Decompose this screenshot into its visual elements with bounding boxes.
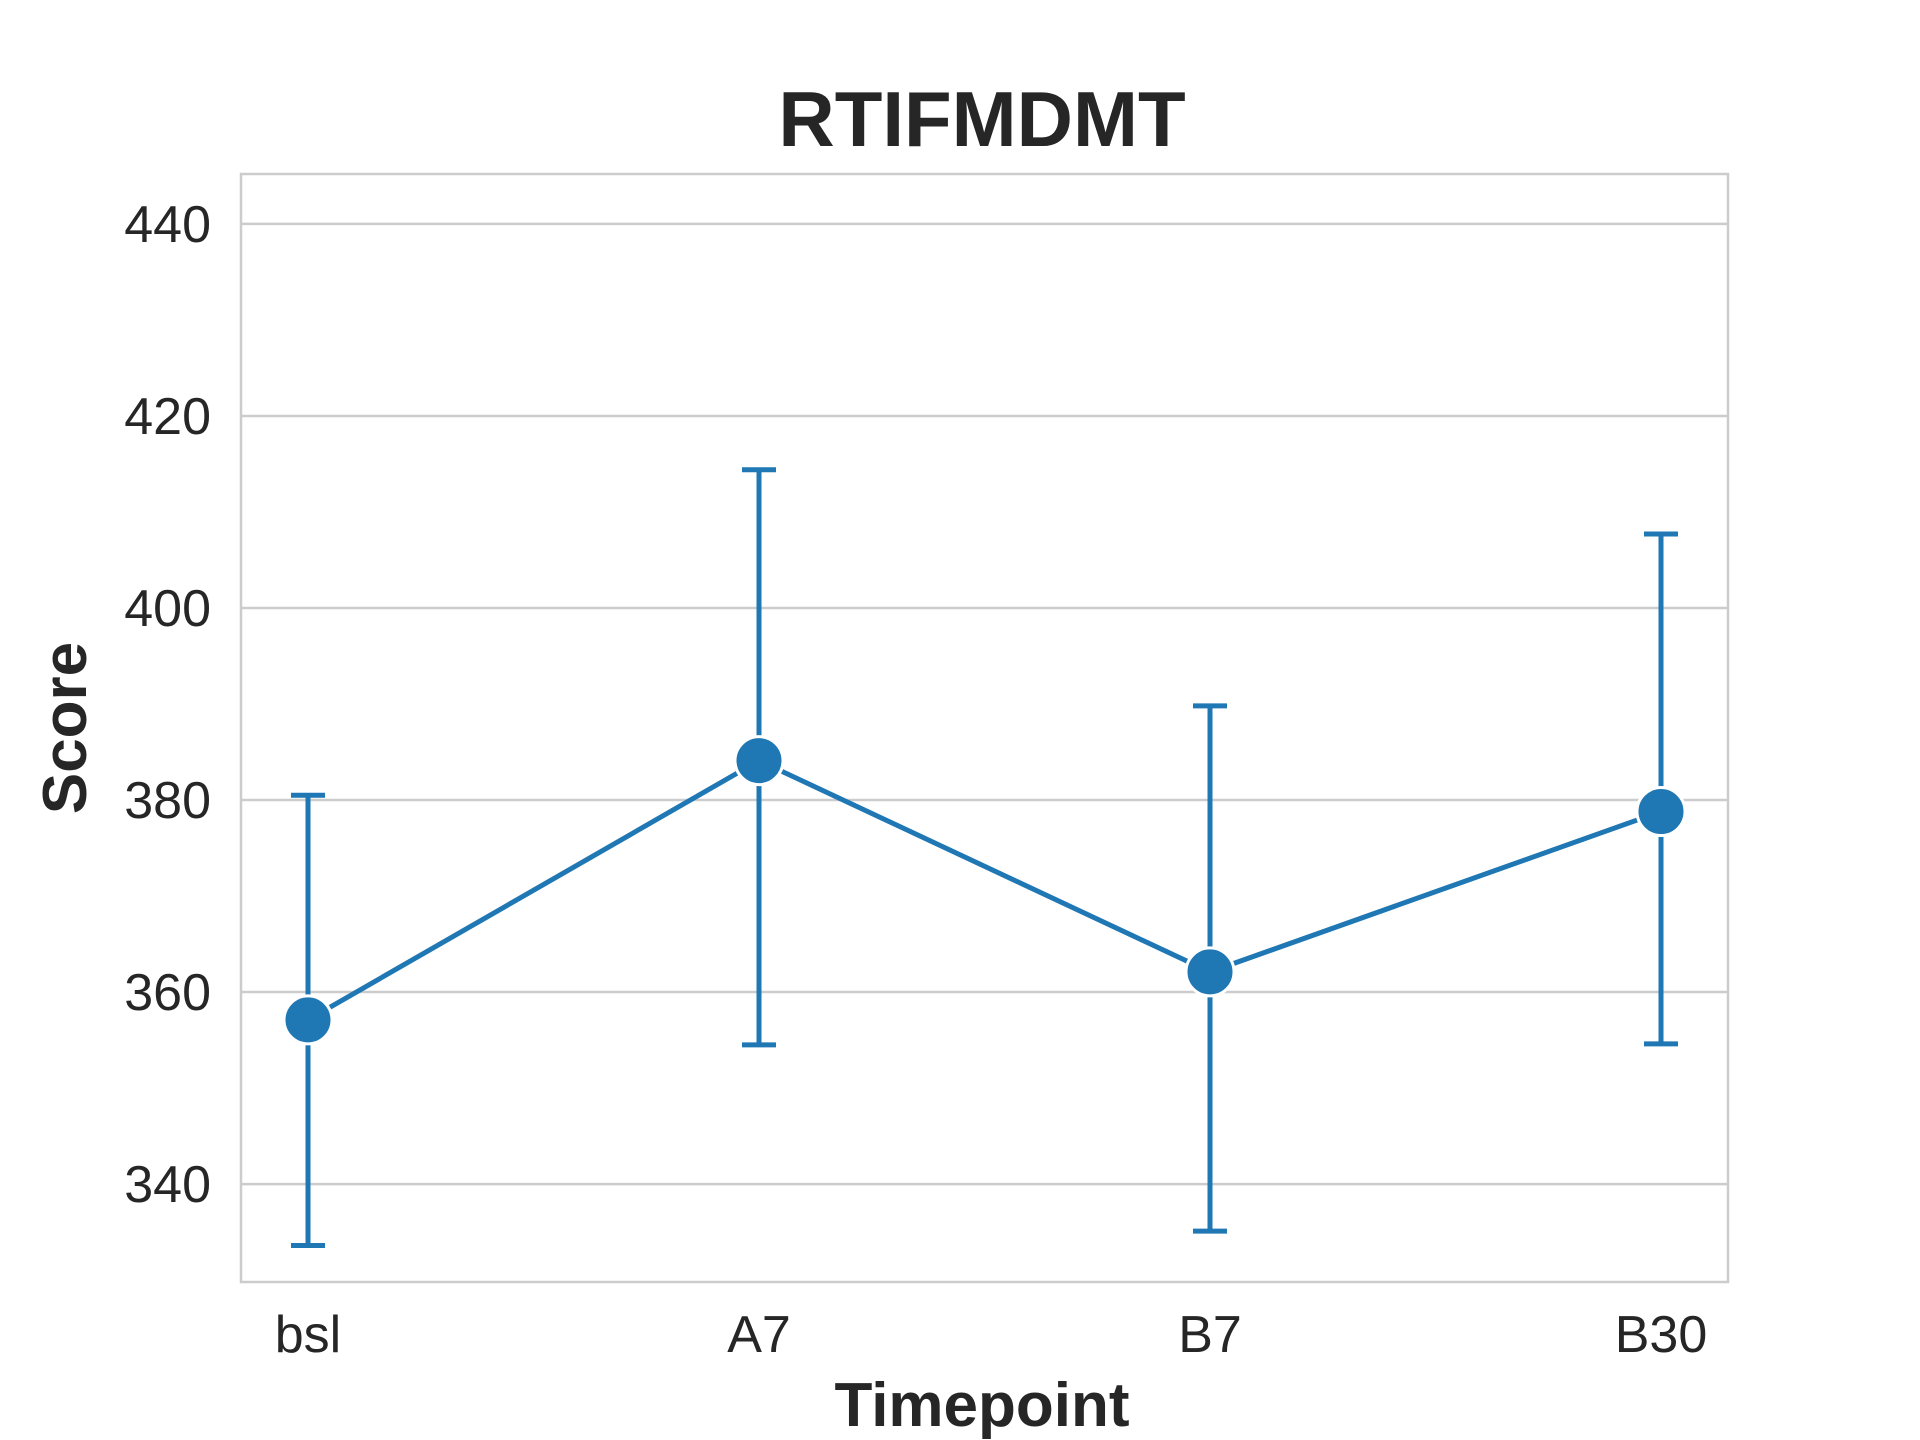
plot-frame <box>239 172 1730 1284</box>
x-tick-label: B7 <box>1178 1306 1242 1364</box>
x-tick-labels: bsl A7 B7 B30 <box>275 1306 1708 1364</box>
data-point <box>282 994 334 1046</box>
series-line-group <box>306 757 1662 1023</box>
chart-title: RTIFMDMT <box>778 75 1185 163</box>
y-tick-label: 380 <box>124 772 211 830</box>
data-points <box>282 735 1687 1046</box>
y-axis-label: Score <box>31 642 100 814</box>
y-tick-label: 440 <box>124 196 211 254</box>
data-point <box>1635 786 1687 838</box>
series-line <box>306 757 1662 1023</box>
y-tick-label: 360 <box>124 964 211 1022</box>
x-tick-label: B30 <box>1615 1306 1708 1364</box>
y-tick-label: 420 <box>124 388 211 446</box>
y-tick-label: 340 <box>124 1156 211 1214</box>
x-axis-label: Timepoint <box>834 1371 1129 1440</box>
error-bars <box>291 467 1678 1249</box>
y-tick-labels: 340 360 380 400 420 440 <box>124 196 211 1214</box>
x-tick-label: A7 <box>727 1306 791 1364</box>
x-tick-label: bsl <box>275 1306 341 1364</box>
gridlines <box>241 222 1728 1186</box>
data-point <box>733 735 785 787</box>
data-point <box>1184 946 1236 998</box>
y-tick-label: 400 <box>124 580 211 638</box>
